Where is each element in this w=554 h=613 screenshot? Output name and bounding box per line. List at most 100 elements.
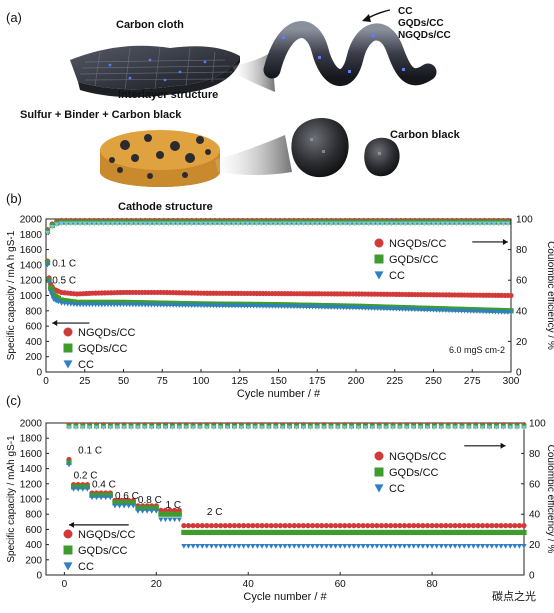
capacity-point (116, 500, 123, 506)
legend-capacity-label: NGQDs/CC (78, 327, 136, 339)
ce-point (383, 425, 389, 430)
capacity-point (296, 544, 302, 549)
ce-point (161, 221, 167, 227)
capacity-point (231, 523, 238, 529)
y-left-tick-label: 1600 (20, 449, 43, 460)
y-right-tick-label: 80 (529, 449, 541, 460)
capacity-point (71, 299, 77, 305)
capacity-point (309, 529, 316, 536)
capacity-point (337, 544, 343, 549)
ce-arrow-head (500, 442, 506, 449)
capacity-point (259, 544, 265, 549)
capacity-point (120, 299, 127, 305)
capacity-point (254, 523, 261, 529)
loading-annotation: 6.0 mgS cm-2 (449, 345, 505, 355)
capacity-point (392, 523, 398, 529)
ce-point (291, 221, 297, 227)
cc-type-label: GQDs/CC (398, 18, 444, 29)
ce-point (349, 425, 355, 430)
capacity-point (286, 523, 293, 529)
y-right-tick-label: 20 (516, 337, 528, 348)
ce-point (142, 425, 148, 430)
ce-point (449, 221, 455, 227)
ce-point (421, 221, 427, 227)
capacity-point (378, 529, 385, 536)
x-tick-label: 50 (118, 376, 130, 387)
ce-point (72, 221, 79, 227)
capacity-point (167, 511, 173, 517)
ce-point (128, 221, 134, 227)
ce-point (225, 425, 230, 430)
capacity-point (300, 523, 306, 529)
ce-point (133, 221, 139, 227)
rate-label: 0.8 C (138, 495, 162, 506)
ce-point (211, 425, 217, 430)
legend-ce-marker (374, 484, 384, 493)
ce-point (445, 425, 451, 430)
capacity-point (484, 544, 490, 549)
capacity-point (489, 529, 495, 536)
capacity-point (452, 523, 458, 529)
capacity-point (406, 544, 412, 549)
capacity-point (93, 492, 100, 498)
y-left-tick-label: 1800 (20, 230, 43, 241)
capacity-point (512, 529, 518, 536)
x-axis-label: Cycle number / # (237, 388, 321, 400)
capacity-point (130, 500, 136, 506)
y-left-tick-label: 600 (25, 525, 42, 536)
ce-point (342, 221, 348, 227)
capacity-point (66, 459, 72, 466)
ce-point (342, 425, 348, 430)
ce-point (170, 221, 176, 227)
capacity-point (149, 509, 155, 514)
capacity-point (102, 299, 108, 305)
y-left-tick-label: 200 (25, 352, 42, 363)
capacity-point (250, 529, 256, 536)
cc-type-label: CC (398, 6, 412, 17)
capacity-point (83, 299, 89, 305)
cc-type-list: CC GQDs/CC NGQDs/CC (398, 6, 451, 41)
capacity-point (44, 260, 51, 266)
ce-point (333, 221, 339, 227)
capacity-point (521, 544, 527, 549)
capacity-arrow-head (68, 521, 74, 528)
capacity-point (213, 529, 219, 536)
capacity-point (136, 300, 142, 306)
legend-ce-marker (374, 254, 384, 264)
capacity-point (135, 505, 141, 511)
capacity-point (199, 544, 205, 549)
capacity-point (314, 523, 320, 529)
ce-point (370, 221, 376, 227)
capacity-point (323, 529, 329, 536)
ce-point (466, 425, 472, 430)
ce-point (91, 221, 97, 227)
capacity-point (254, 529, 261, 536)
capacity-point (264, 544, 270, 549)
capacity-point (337, 523, 343, 529)
capacity-point (105, 299, 111, 305)
capacity-point (127, 299, 133, 306)
y-right-tick-label: 80 (516, 245, 528, 256)
capacity-point (374, 544, 380, 549)
capacity-point (116, 503, 123, 509)
ce-point (444, 221, 451, 227)
y-left-tick-label: 1200 (20, 479, 43, 490)
capacity-point (434, 529, 440, 536)
capacity-point (74, 299, 80, 305)
capacity-point (319, 523, 325, 529)
ce-point (351, 221, 358, 227)
ce-point (142, 221, 148, 227)
capacity-point (323, 544, 329, 549)
capacity-point (397, 544, 403, 549)
legend-capacity-label: CC (78, 359, 94, 371)
capacity-point (103, 495, 109, 501)
ce-point (87, 425, 93, 430)
ce-arrow-head (502, 238, 508, 245)
capacity-point (314, 529, 320, 536)
capacity-point (360, 529, 366, 536)
capacity-point (185, 544, 192, 549)
capacity-point (291, 523, 297, 529)
legend-capacity-marker (63, 360, 73, 369)
capacity-point (273, 529, 279, 536)
x-tick-label: 175 (309, 376, 326, 387)
